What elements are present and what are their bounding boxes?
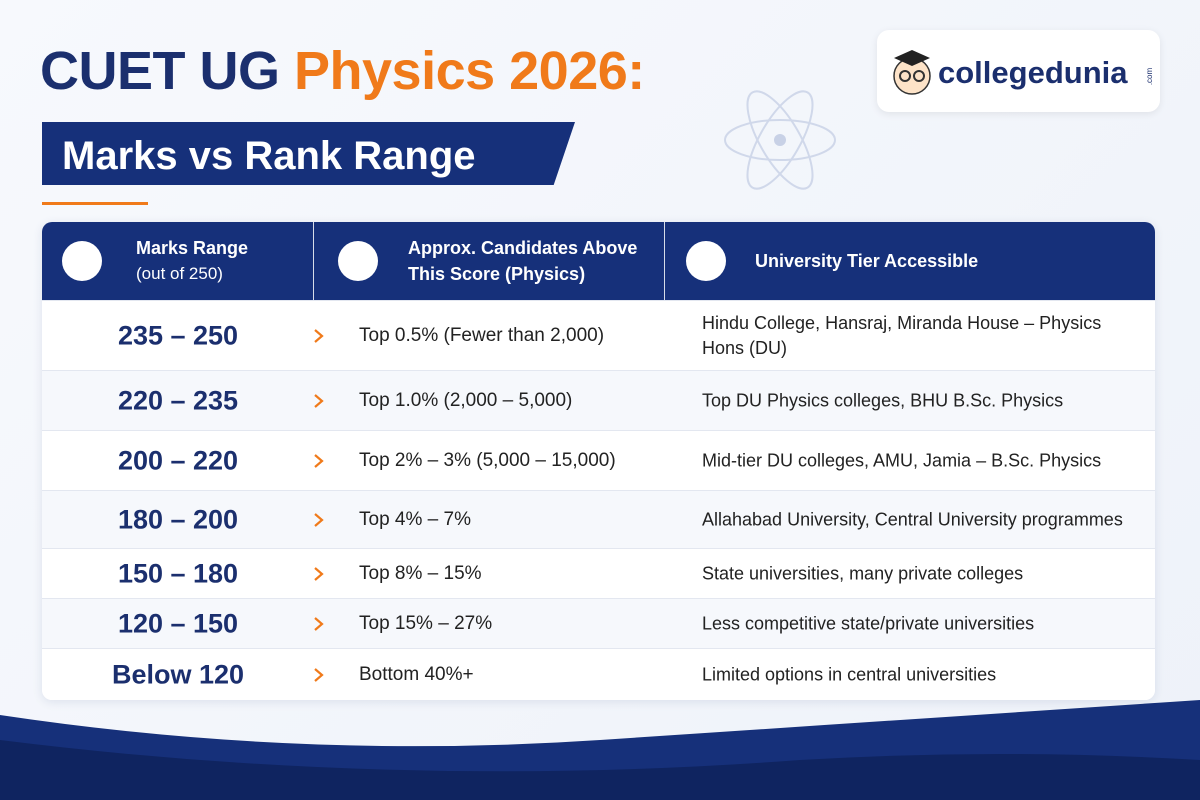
header-cell: University Tier Accessible <box>755 222 1135 300</box>
table-cell: Hindu College, Hansraj, Miranda House – … <box>702 313 1102 358</box>
chevron <box>314 329 324 343</box>
table-header: Marks Range (out of 250) Approx. Candidat… <box>42 222 1155 300</box>
chevron <box>314 454 324 468</box>
table-cell: 200 – 220 <box>117 445 239 476</box>
table-cell: Limited options in central universities <box>702 664 997 685</box>
logo-icon <box>893 50 931 95</box>
chevron <box>314 668 324 682</box>
table-cell: Top 1.0% (2,000 – 5,000) <box>359 390 573 411</box>
subtitle-banner <box>42 122 575 185</box>
header-icon <box>62 241 102 281</box>
title-part: Physics 2026: <box>294 41 645 101</box>
header-title: Approx. Candidates Above This Score (Phy… <box>408 238 638 284</box>
header-cell: Marks Range (out of 250) <box>136 222 316 300</box>
table-row: 180 – 200 Top 4% – 7% Allahabad University… <box>42 490 1155 549</box>
table-cell: Bottom 40%+ <box>359 664 474 685</box>
table-cell: Top 2% – 3% (5,000 – 15,000) <box>359 450 616 471</box>
header-icon <box>338 241 378 281</box>
table-cell: Allahabad University, Central University… <box>702 509 1123 530</box>
header-icon <box>686 241 726 281</box>
table-cell: 235 – 250 <box>117 320 239 351</box>
chevron <box>314 513 324 527</box>
header-cell: Approx. Candidates Above This Score (Phy… <box>408 222 658 300</box>
title-part: CUET UG <box>40 41 280 101</box>
table-cell: Mid-tier DU colleges, AMU, Jamia – B.Sc.… <box>702 450 1102 471</box>
chevron <box>314 567 324 581</box>
title: CUET UG Physics 2026: <box>40 40 645 102</box>
table-cell: 120 – 150 <box>117 608 239 639</box>
table-cell: Less competitive state/private universit… <box>702 613 1035 634</box>
table-row: 235 – 250 Top 0.5% (Fewer than 2,000) Hind… <box>42 300 1155 371</box>
header-title: Marks Range <box>136 238 249 258</box>
chevron <box>314 394 324 408</box>
table-row: 200 – 220 Top 2% – 3% (5,000 – 15,000) Mid… <box>42 430 1155 491</box>
table-row: 150 – 180 Top 8% – 15% State universities,… <box>42 548 1155 599</box>
table-row: 220 – 235 Top 1.0% (2,000 – 5,000) Top DU … <box>42 370 1155 431</box>
subtitle: Marks vs Rank Range <box>62 134 476 178</box>
table: Marks Range (out of 250) Approx. Candidat… <box>42 222 1155 700</box>
table-cell: Below 120 <box>111 659 245 690</box>
header-title: University Tier Accessible <box>755 251 979 271</box>
logo-suffix: .com <box>1145 67 1155 86</box>
table-row: 120 – 150 Top 15% – 27% Less competitive s… <box>42 598 1155 649</box>
table-cell: Top 8% – 15% <box>359 563 482 584</box>
table-cell: Top DU Physics colleges, BHU B.Sc. Physi… <box>702 390 1064 411</box>
chevron <box>314 617 324 631</box>
table-cell: 220 – 235 <box>117 385 239 416</box>
table-cell: State universities, many private college… <box>702 563 1024 584</box>
table-cell: Top 4% – 7% <box>359 509 471 530</box>
table-row: Below 120 Bottom 40%+ Limited options in c… <box>42 648 1155 700</box>
underline <box>42 202 148 205</box>
table-cell: Top 0.5% (Fewer than 2,000) <box>359 325 605 346</box>
header-subtitle: (out of 250) <box>136 264 223 283</box>
table-cell: 150 – 180 <box>117 558 239 589</box>
logo-text: collegedunia <box>938 55 1128 90</box>
table-cell: Top 15% – 27% <box>359 613 493 634</box>
table-cell: 180 – 200 <box>117 504 239 535</box>
